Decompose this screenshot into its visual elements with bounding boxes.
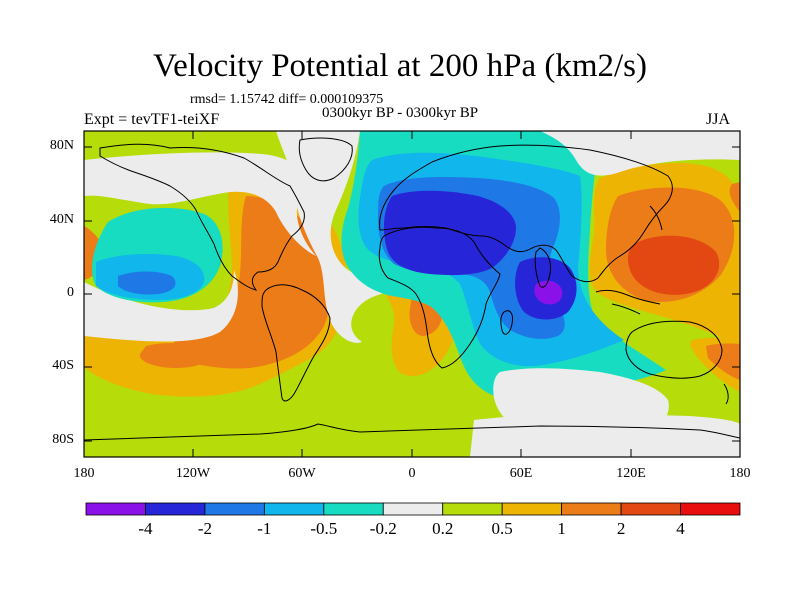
lat-label-40s: 40S (52, 358, 74, 373)
field-band-neutral-east-pacific (84, 270, 238, 342)
coast-new-zealand (723, 383, 729, 405)
coast-japan (649, 205, 663, 231)
axis-ticks (84, 131, 740, 457)
colorbar-box (382, 502, 444, 516)
lat-label-80n: 80N (49, 138, 74, 153)
coast-india (534, 247, 551, 288)
colorbar-label: -0.5 (310, 519, 338, 538)
lon-label-120w: 120W (175, 466, 211, 481)
colorbar-box (561, 502, 622, 516)
field-lobe-pacific-south-1 (139, 343, 210, 368)
colorbar-box (323, 502, 384, 516)
lon-label-60w: 60W (288, 466, 316, 481)
lon-label-60e: 60E (509, 466, 533, 481)
coast-indonesia (595, 289, 661, 315)
colorbar-box (501, 502, 563, 516)
field-lobe-wpac-2 (627, 235, 720, 295)
chart-title: Velocity Potential at 200 hPa (km2/s) (152, 48, 648, 84)
colorbar-label: 1 (557, 519, 566, 538)
coastlines (84, 137, 740, 441)
coast-south-america (261, 284, 331, 402)
colorbar-label: -2 (197, 519, 212, 538)
lon-label-180w: 180 (73, 466, 95, 481)
colorbar-box (145, 502, 206, 516)
lat-label-80s: 80S (52, 432, 74, 447)
colorbar-box (620, 502, 681, 516)
season-label: JJA (706, 111, 731, 128)
field-lobe-negative-m2 (383, 190, 516, 276)
colorbar-box (85, 502, 146, 516)
colorbar-label: -4 (138, 519, 153, 538)
lat-label-40n: 40N (49, 212, 74, 227)
coast-australia (625, 320, 723, 379)
colorbar-label: -0.2 (369, 519, 397, 538)
experiment-label: Expt = tevTF1-teiXF (84, 111, 220, 128)
colorbar (85, 502, 741, 516)
field-lobe-wpac-east-1 (729, 182, 740, 212)
lon-label-0: 0 (408, 466, 416, 481)
stats-line: rmsd= 1.15742 diff= 0.000109375 (190, 92, 384, 107)
colorbar-label: 0.5 (491, 519, 513, 538)
field-lobe-australia-2 (706, 343, 740, 380)
coast-greenland (298, 137, 353, 182)
period-label: 0300kyr BP - 0300kyr BP (322, 105, 479, 121)
field-band-neutral-north (84, 152, 316, 256)
colorbar-box (263, 502, 325, 516)
coast-africa (378, 226, 501, 369)
colorbar-label: 4 (676, 519, 685, 538)
field-band-neutral-arctic (540, 131, 740, 176)
field-lobe-pacific-m1 (118, 271, 176, 295)
field-lobe-americas-1 (170, 196, 331, 369)
colorbar-box (204, 502, 265, 516)
colorbar-box (442, 502, 503, 516)
lon-label-180e: 180 (729, 466, 751, 481)
coast-eurasia (379, 144, 673, 283)
coast-antarctica (84, 423, 740, 441)
coast-north-america (99, 143, 305, 291)
colorbar-label: -1 (257, 519, 272, 538)
lat-label-eq: 0 (67, 285, 74, 300)
colorbar-label: 2 (616, 519, 626, 538)
lon-label-120e: 120E (616, 466, 646, 481)
colorbar-box (680, 502, 741, 516)
field-band-neutral-atlantic (276, 131, 404, 343)
field-band-neutral-antarctic (470, 414, 740, 457)
colorbar-label: 0.2 (432, 519, 454, 538)
coast-madagascar (500, 310, 513, 335)
